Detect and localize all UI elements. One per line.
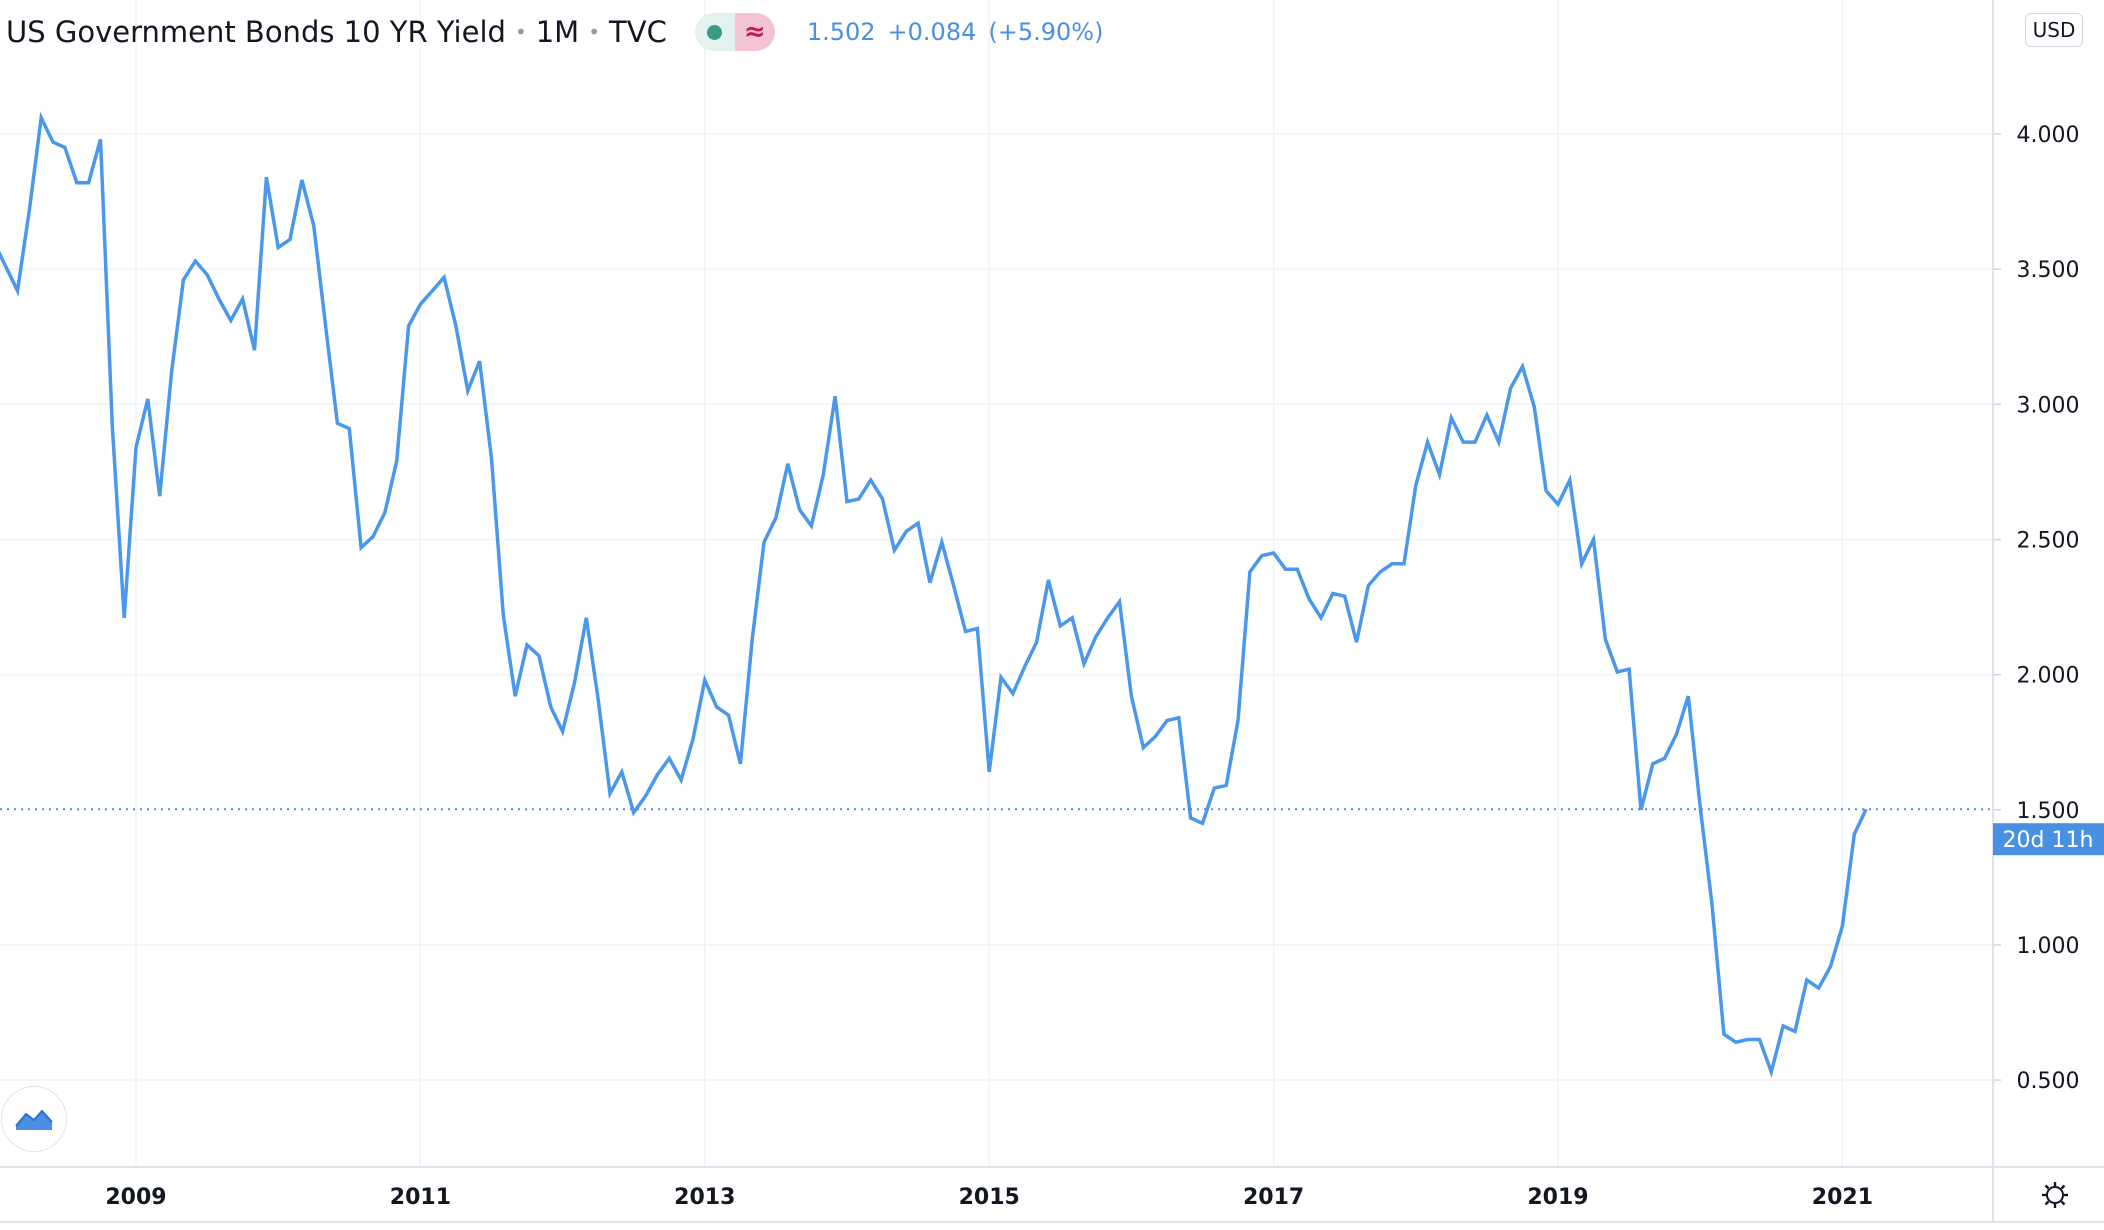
x-tick-label: 2017 — [1243, 1185, 1304, 1210]
y-tick-label: 0.500 — [2017, 1069, 2080, 1094]
currency-button[interactable]: USD — [2025, 13, 2083, 47]
chart-header: US Government Bonds 10 YR Yield • 1M • T… — [6, 10, 1115, 54]
market-status-dot-icon[interactable] — [694, 13, 735, 51]
x-tick-label: 2015 — [959, 1185, 1020, 1210]
y-tick-label: 1.000 — [2017, 934, 2080, 959]
gear-icon[interactable] — [2040, 1180, 2070, 1210]
market-status-pill[interactable]: ≈ — [694, 13, 775, 51]
x-tick-label: 2013 — [674, 1185, 735, 1210]
x-tick-label: 2009 — [105, 1185, 166, 1210]
series-line — [0, 111, 1868, 1078]
last-price: 1.502 — [806, 18, 876, 46]
y-tick-label: 2.500 — [2017, 528, 2080, 553]
y-tick-label: 2.000 — [2017, 664, 2080, 689]
current-price-label-bg — [1993, 823, 2104, 856]
separator-dot: • — [588, 20, 601, 44]
y-tick-label: 1.500 — [2017, 799, 2080, 824]
delayed-data-icon[interactable]: ≈ — [734, 13, 775, 51]
exchange-label: TVC — [609, 15, 667, 49]
x-tick-label: 2019 — [1527, 1185, 1588, 1210]
price-change-percent: (+5.90%) — [988, 18, 1104, 46]
y-tick-label: 3.000 — [2017, 393, 2080, 418]
y-tick-label: 4.000 — [2017, 123, 2080, 148]
x-tick-label: 2021 — [1812, 1185, 1873, 1210]
price-change: +0.084 — [887, 18, 977, 46]
interval-label[interactable]: 1M — [535, 15, 580, 49]
x-tick-label: 2011 — [390, 1185, 451, 1210]
countdown-label: 20d 11h — [2003, 828, 2094, 853]
quote: 1.502 +0.084 (+5.90%) — [807, 18, 1116, 46]
series-yield — [0, 111, 1868, 1078]
symbol-title[interactable]: US Government Bonds 10 YR Yield — [6, 15, 506, 49]
separator-dot: • — [514, 20, 527, 44]
grid — [0, 0, 1993, 1167]
tradingview-logo-icon[interactable] — [1, 1086, 67, 1152]
y-tick-label: 3.500 — [2017, 258, 2080, 283]
